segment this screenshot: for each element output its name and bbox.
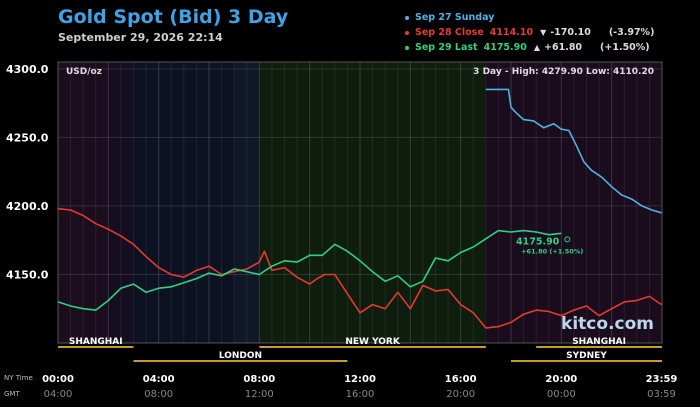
legend-label: Sep 29 Last	[415, 42, 478, 53]
x-tick-label-gmt: 04:00	[44, 389, 73, 400]
ny-time-axis-label: NY Time	[4, 374, 33, 382]
gmt-axis-label: GMT	[4, 390, 20, 398]
session-bar	[536, 346, 662, 348]
legend-value: 4114.10	[489, 27, 534, 38]
watermark-logo: kitco.com	[561, 314, 654, 334]
session-background-band	[485, 62, 662, 343]
x-tick-label-ny: 08:00	[243, 374, 275, 385]
session-label: SHANGHAI	[69, 337, 123, 347]
legend-label: Sep 27 Sunday	[415, 12, 495, 23]
legend-marker	[405, 15, 409, 20]
session-bar	[133, 360, 348, 362]
series-line	[57, 229, 562, 311]
x-tick-label-gmt: 20:00	[446, 389, 475, 400]
legend-item-sep27: Sep 27 Sunday	[405, 10, 654, 25]
x-tick-label-gmt: 08:00	[144, 389, 173, 400]
up-arrow-icon: ▲	[533, 43, 541, 52]
legend-percent: (-3.97%)	[608, 27, 655, 38]
x-tick-label-ny: 12:00	[344, 374, 376, 385]
series-line	[57, 207, 662, 329]
y-tick-label: 4200.0	[6, 200, 49, 213]
x-tick-label-ny: 16:00	[445, 374, 477, 385]
session-background-band	[259, 62, 486, 343]
x-tick-label-gmt: 03:59	[647, 389, 676, 400]
x-tick-label-ny: 04:00	[143, 374, 175, 385]
down-arrow-icon: ▼	[540, 28, 547, 37]
series-line	[485, 88, 662, 214]
legend-marker	[405, 45, 409, 50]
x-tick-label-ny: 23:59	[646, 374, 678, 385]
session-background-band	[234, 62, 260, 343]
legend-item-sep29: Sep 29 Last 4175.90 ▲ +61.80 (+1.50%)	[405, 40, 654, 55]
legend-change: -170.10	[550, 27, 591, 38]
last-price-marker	[564, 236, 571, 243]
y-tick-label: 4150.0	[6, 268, 49, 281]
legend-item-sep28: Sep 28 Close 4114.10 ▼ -170.10 (-3.97%)	[405, 25, 654, 40]
session-background-band	[133, 62, 235, 343]
chart-title: Gold Spot (Bid) 3 Day	[58, 6, 289, 28]
session-label: SYDNEY	[566, 351, 607, 361]
legend-marker	[405, 30, 409, 35]
session-background-band	[58, 62, 109, 343]
x-tick-label-ny: 20:00	[545, 374, 577, 385]
y-tick-label: 4300.0	[6, 63, 49, 76]
x-tick-label-gmt: 00:00	[547, 389, 576, 400]
session-bar	[58, 346, 134, 348]
chart-timestamp: September 29, 2026 22:14	[58, 31, 223, 44]
last-price-change-label: +61.80 (+1.50%)	[521, 247, 583, 255]
session-label: NEW YORK	[345, 337, 401, 347]
chart-legend: Sep 27 Sunday Sep 28 Close 4114.10 ▼ -170.1…	[405, 10, 654, 55]
legend-value: 4175.90	[483, 42, 527, 53]
session-bar	[259, 346, 486, 348]
unit-label: USD/oz	[66, 67, 102, 77]
range-stats-label: 3 Day - High: 4279.90 Low: 4110.20	[473, 67, 654, 77]
session-bar	[511, 360, 662, 362]
x-tick-label-ny: 00:00	[42, 374, 74, 385]
y-tick-label: 4250.0	[6, 131, 49, 144]
legend-label: Sep 28 Close	[415, 27, 484, 38]
plot-area-frame	[57, 61, 663, 344]
session-label: SHANGHAI	[572, 337, 626, 347]
legend-percent: (+1.50%)	[600, 42, 650, 53]
last-price-label: 4175.90	[516, 236, 560, 247]
x-tick-label-gmt: 16:00	[346, 389, 375, 400]
legend-change: +61.80	[544, 42, 583, 53]
x-tick-label-gmt: 12:00	[245, 389, 274, 400]
session-label: LONDON	[219, 351, 262, 361]
